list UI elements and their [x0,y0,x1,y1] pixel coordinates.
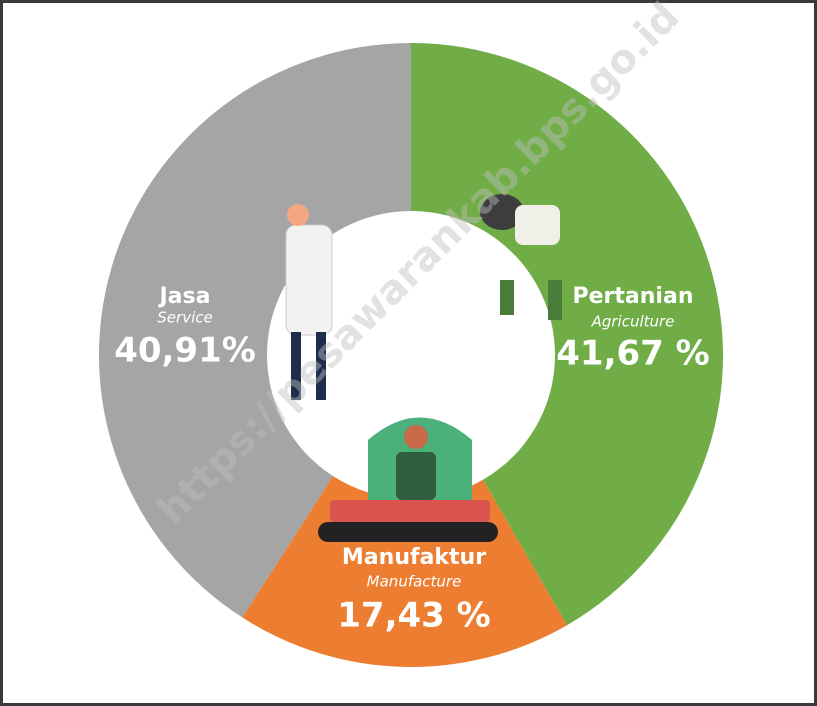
category-subtitle: Manufacture [367,573,462,591]
category-subtitle: Service [157,309,212,327]
value-label: 17,43 % [337,596,490,636]
illustration [318,522,498,542]
illustration [404,425,428,449]
value-label: 41,67 % [556,334,709,374]
illustration [500,280,514,315]
illustration [515,205,560,245]
chart: Pertanian Agriculture 41,67 % Manufaktur Man… [0,0,817,706]
illustration [330,500,490,522]
illustration [286,225,332,335]
category-label: Pertanian [573,284,694,309]
category-label: Jasa [158,284,211,309]
category-label: Manufaktur [342,545,486,570]
illustration [396,452,436,500]
category-subtitle: Agriculture [591,313,675,331]
illustration [287,204,309,226]
value-label: 40,91% [114,331,256,371]
illustration [548,280,562,320]
